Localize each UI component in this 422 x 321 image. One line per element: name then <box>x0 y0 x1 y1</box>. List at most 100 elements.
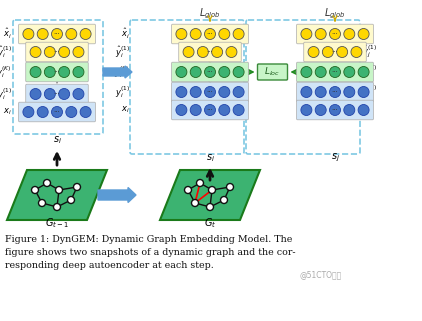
Circle shape <box>73 184 81 190</box>
Text: $y_j^{(1)}$: $y_j^{(1)}$ <box>362 84 377 100</box>
Circle shape <box>330 29 341 39</box>
Text: ···: ··· <box>207 107 214 113</box>
Circle shape <box>30 47 41 57</box>
Circle shape <box>344 66 355 77</box>
Circle shape <box>176 86 187 98</box>
Text: Figure 1: DynGEM: Dynamic Graph Embedding Model. The: Figure 1: DynGEM: Dynamic Graph Embeddin… <box>5 235 292 244</box>
Circle shape <box>176 29 187 39</box>
Circle shape <box>205 29 216 39</box>
FancyBboxPatch shape <box>172 24 249 44</box>
Circle shape <box>197 179 203 187</box>
Circle shape <box>227 184 233 190</box>
Circle shape <box>301 29 312 39</box>
Circle shape <box>315 86 326 98</box>
Circle shape <box>308 47 319 57</box>
Circle shape <box>212 47 223 57</box>
Circle shape <box>56 187 62 194</box>
Circle shape <box>205 86 216 98</box>
FancyBboxPatch shape <box>257 64 287 80</box>
FancyBboxPatch shape <box>172 62 249 82</box>
FancyBboxPatch shape <box>26 84 88 104</box>
Circle shape <box>43 179 51 187</box>
FancyArrow shape <box>98 187 136 203</box>
Text: ···: ··· <box>332 31 338 37</box>
Circle shape <box>66 29 77 39</box>
Circle shape <box>37 29 48 39</box>
Circle shape <box>30 89 41 100</box>
Circle shape <box>219 105 230 116</box>
Text: $s_i$: $s_i$ <box>52 134 62 146</box>
Text: $\hat{y}_i^{(1)}$: $\hat{y}_i^{(1)}$ <box>0 44 12 60</box>
Circle shape <box>197 47 208 57</box>
Circle shape <box>301 105 312 116</box>
Text: $y_i^{(K)}$: $y_i^{(K)}$ <box>0 64 12 80</box>
Text: ···: ··· <box>332 69 338 75</box>
Circle shape <box>315 29 326 39</box>
FancyBboxPatch shape <box>297 62 373 82</box>
FancyBboxPatch shape <box>172 100 249 120</box>
Text: $\hat{y}_j^{(1)}$: $\hat{y}_j^{(1)}$ <box>362 44 377 60</box>
Circle shape <box>73 47 84 57</box>
Text: $\hat{x}_j$: $\hat{x}_j$ <box>362 27 371 41</box>
Text: responding deep autoencoder at each step.: responding deep autoencoder at each step… <box>5 261 214 270</box>
Circle shape <box>23 29 34 39</box>
Circle shape <box>44 47 55 57</box>
Circle shape <box>330 86 341 98</box>
Text: ···: ··· <box>332 49 338 55</box>
Circle shape <box>190 105 201 116</box>
Circle shape <box>73 89 84 100</box>
Text: $x_j$: $x_j$ <box>362 104 371 116</box>
Text: ···: ··· <box>54 31 60 37</box>
Text: ···: ··· <box>207 49 214 55</box>
Text: ···: ··· <box>207 31 214 37</box>
Circle shape <box>315 105 326 116</box>
Circle shape <box>233 105 244 116</box>
Text: $\hat{x}_i$: $\hat{x}_i$ <box>121 27 130 41</box>
Text: $L_{loc}$: $L_{loc}$ <box>265 66 281 78</box>
Circle shape <box>358 86 369 98</box>
Text: ···: ··· <box>207 89 214 95</box>
Circle shape <box>73 66 84 77</box>
Circle shape <box>184 187 192 194</box>
Polygon shape <box>160 170 260 220</box>
Circle shape <box>183 47 194 57</box>
Circle shape <box>190 86 201 98</box>
Circle shape <box>66 107 77 117</box>
Text: $\theta_t$: $\theta_t$ <box>233 84 243 97</box>
Circle shape <box>44 66 55 77</box>
FancyBboxPatch shape <box>179 42 241 62</box>
FancyBboxPatch shape <box>304 42 366 62</box>
Text: $y_i^{(1)}$: $y_i^{(1)}$ <box>115 84 130 100</box>
Text: $\hat{y}_i^{(1)}$: $\hat{y}_i^{(1)}$ <box>115 44 130 60</box>
Text: $G_t$: $G_t$ <box>204 216 216 230</box>
Text: $x_i$: $x_i$ <box>121 105 130 115</box>
Circle shape <box>38 199 46 206</box>
Circle shape <box>59 47 70 57</box>
Circle shape <box>51 29 62 39</box>
Text: $L_{glob}$: $L_{glob}$ <box>199 7 221 21</box>
Text: $+\ \theta_{t-1}$: $+\ \theta_{t-1}$ <box>46 84 73 97</box>
Circle shape <box>226 47 237 57</box>
Circle shape <box>176 105 187 116</box>
Text: ···: ··· <box>54 91 60 97</box>
Circle shape <box>233 29 244 39</box>
Circle shape <box>176 66 187 77</box>
FancyBboxPatch shape <box>19 24 95 44</box>
Circle shape <box>80 107 91 117</box>
Circle shape <box>358 66 369 77</box>
Circle shape <box>44 89 55 100</box>
Circle shape <box>351 47 362 57</box>
Text: $y_j^{(K)}$: $y_j^{(K)}$ <box>362 64 378 80</box>
FancyBboxPatch shape <box>26 62 88 82</box>
Text: $L_{glob}$: $L_{glob}$ <box>324 7 346 21</box>
Polygon shape <box>7 170 107 220</box>
FancyArrow shape <box>103 66 132 78</box>
Circle shape <box>205 105 216 116</box>
Circle shape <box>344 29 355 39</box>
Circle shape <box>51 107 62 117</box>
Circle shape <box>205 66 216 77</box>
Circle shape <box>190 29 201 39</box>
Text: ···: ··· <box>54 49 60 55</box>
Text: $s_i$: $s_i$ <box>206 152 214 164</box>
FancyBboxPatch shape <box>19 102 95 122</box>
